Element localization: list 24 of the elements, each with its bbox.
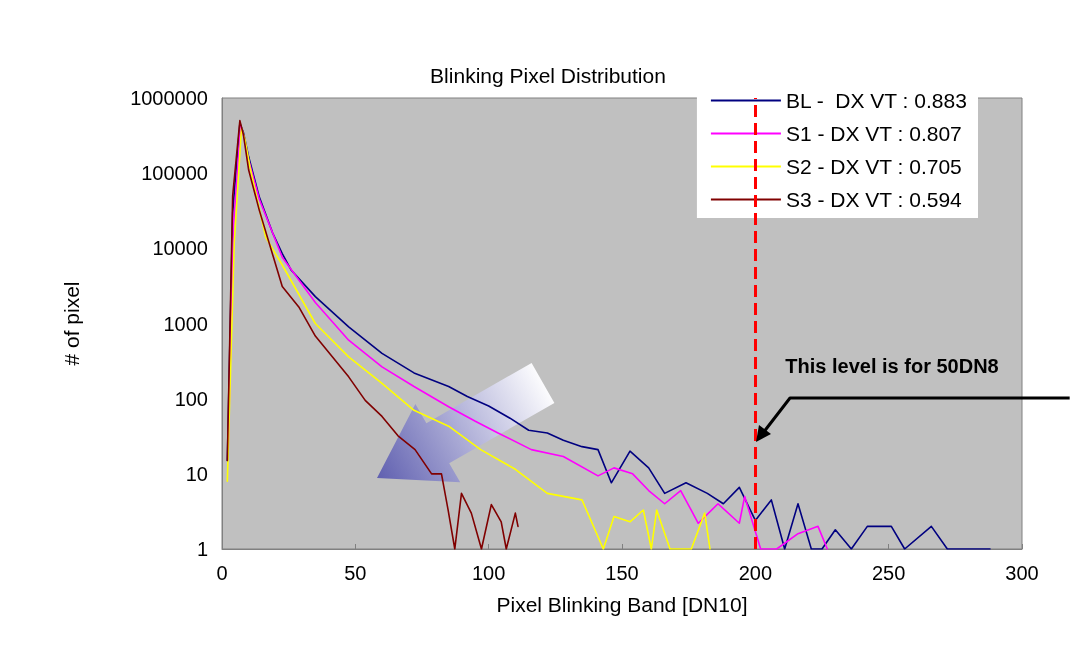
x-tick-label: 150	[605, 562, 639, 584]
line-series	[226, 119, 519, 550]
annotation: This level is for 50DN8	[785, 355, 999, 378]
y-tick-label: 1000000	[130, 87, 208, 109]
y-tick-label: 10000	[152, 237, 208, 260]
legend-label: S2 - DX VT : 0.705	[785, 155, 962, 178]
x-tick-label: 100	[471, 562, 506, 584]
x-tick-label: 50	[344, 562, 367, 584]
y-tick-label: 100000	[141, 162, 208, 185]
y-tick-label: 1000	[163, 312, 208, 335]
chart-title: Blinking Pixel Distribution	[430, 64, 666, 87]
legend-label: S3 - DX VT : 0.594	[785, 188, 963, 211]
x-tick-label: 200	[738, 562, 773, 584]
legend-label: BL - DX VT : 0.883	[785, 89, 967, 112]
legend-label: S1 - DX VT : 0.807	[785, 122, 962, 145]
x-tick-label: 250	[871, 562, 906, 584]
y-tick-label: 1	[196, 538, 208, 560]
x-tick-label: 0	[216, 562, 228, 584]
y-tick-label: 100	[174, 387, 208, 410]
y-axis-title: # of pixel	[60, 281, 83, 366]
line-series	[226, 127, 711, 550]
y-tick-label: 10	[185, 462, 208, 485]
x-axis-title: Pixel Blinking Band [DN10]	[496, 593, 748, 616]
x-tick-label: 300	[1005, 562, 1039, 584]
